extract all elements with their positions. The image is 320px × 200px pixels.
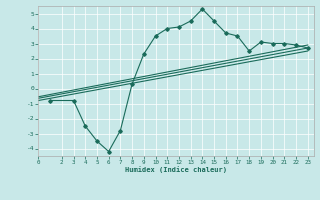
X-axis label: Humidex (Indice chaleur): Humidex (Indice chaleur) xyxy=(125,167,227,173)
